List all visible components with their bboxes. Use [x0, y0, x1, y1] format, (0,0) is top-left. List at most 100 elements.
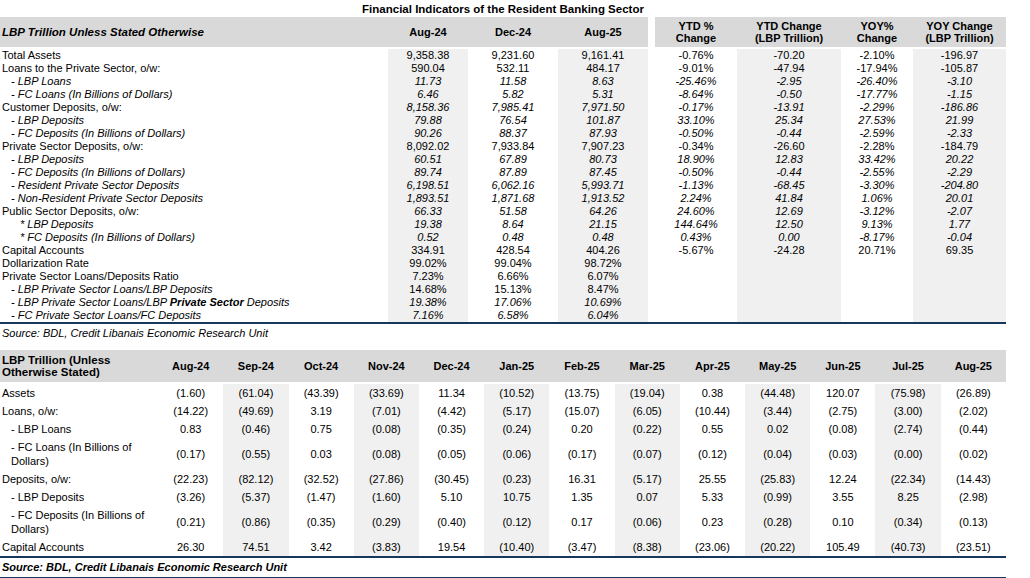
- table-cell: (44.48): [745, 383, 810, 402]
- table-cell: 27.53%: [841, 114, 913, 127]
- table-cell: 105.49: [810, 538, 875, 557]
- table-row: - LBP Deposits79.8876.54101.8733.10%25.3…: [0, 114, 1006, 127]
- table-cell: (27.86): [354, 470, 419, 488]
- row-label: - LBP Deposits: [0, 153, 388, 166]
- table-cell: 0.43%: [655, 231, 737, 244]
- table-cell: 20.22: [913, 153, 1006, 166]
- table-cell: 0.48: [558, 231, 648, 244]
- table-cell: (22.23): [158, 470, 223, 488]
- source-note-bottom: Source: BDL, Credit Libanais Economic Re…: [0, 558, 1008, 575]
- column-header: YTD Change (LBP Trillion): [737, 17, 841, 48]
- table-cell: (20.22): [745, 538, 810, 557]
- table-row: * LBP Deposits19.388.6421.15144.64%12.50…: [0, 218, 1006, 231]
- table-cell: (5.17): [484, 402, 549, 420]
- table-cell: 10.75: [484, 488, 549, 506]
- table-cell: -2.59%: [841, 127, 913, 140]
- table-cell: (0.04): [745, 438, 810, 470]
- table-cell: -186.86: [913, 101, 1006, 114]
- monthly-change-table: LBP Trillion (Unless Otherwise Stated)Au…: [0, 350, 1006, 558]
- table-cell: (0.99): [745, 488, 810, 506]
- table-cell: 484.17: [558, 62, 648, 75]
- table-cell: (3.26): [158, 488, 223, 506]
- table-row: Deposits, o/w:(22.23)(82.12)(32.52)(27.8…: [0, 470, 1006, 488]
- table-cell: 8.25: [875, 488, 940, 506]
- table-cell: 1,913.52: [558, 192, 648, 205]
- table-cell: 20.01: [913, 192, 1006, 205]
- row-label: Loans, o/w:: [0, 402, 158, 420]
- table-cell: -0.50: [737, 88, 841, 101]
- table-cell: -105.87: [913, 62, 1006, 75]
- table-cell: 9,231.60: [468, 48, 558, 62]
- table-cell: 90.26: [388, 127, 468, 140]
- table-cell: -3.12%: [841, 205, 913, 218]
- table-row: - FC Loans (In Billions of Dollars)(0.17…: [0, 438, 1006, 470]
- table-cell: [913, 309, 1006, 323]
- table-cell: (0.03): [810, 438, 875, 470]
- table-cell: (0.12): [484, 506, 549, 538]
- row-label: Private Sector Loans/Deposits Ratio: [0, 270, 388, 283]
- column-header: Jan-25: [484, 350, 549, 383]
- report-page: Financial Indicators of the Resident Ban…: [0, 0, 1030, 578]
- column-gap: [648, 101, 655, 114]
- table-cell: 21.15: [558, 218, 648, 231]
- table-cell: 334.91: [388, 244, 468, 257]
- row-label: - Resident Private Sector Deposits: [0, 179, 388, 192]
- table-cell: 19.38: [388, 218, 468, 231]
- column-gap: [648, 127, 655, 140]
- table-cell: [841, 309, 913, 323]
- table-cell: 6.04%: [558, 309, 648, 323]
- column-header: Dec-24: [419, 350, 484, 383]
- table-cell: 404.26: [558, 244, 648, 257]
- table-row: - FC Private Sector Loans/FC Deposits7.1…: [0, 309, 1006, 323]
- table-cell: 8.63: [558, 75, 648, 88]
- table-cell: 9,161.41: [558, 48, 648, 62]
- table-cell: 8.64: [468, 218, 558, 231]
- table-cell: (5.37): [223, 488, 288, 506]
- table-cell: 7,985.41: [468, 101, 558, 114]
- table-cell: -2.55%: [841, 166, 913, 179]
- table-cell: 19.38%: [388, 296, 468, 309]
- table-row: Assets(1.60)(61.04)(43.39)(33.69)11.34(1…: [0, 383, 1006, 402]
- table-header-label: LBP Trillion (Unless Otherwise Stated): [0, 350, 158, 383]
- table-row: - LBP Loans11.7311.588.63-25.46%-2.95-26…: [0, 75, 1006, 88]
- table-cell: 69.35: [913, 244, 1006, 257]
- table-cell: [655, 309, 737, 323]
- table-cell: 5.33: [680, 488, 745, 506]
- table-cell: -24.28: [737, 244, 841, 257]
- table-cell: 590.04: [388, 62, 468, 75]
- row-label: - LBP Private Sector Loans/LBP Deposits: [0, 283, 388, 296]
- table-cell: [737, 257, 841, 270]
- table-cell: (0.34): [875, 506, 940, 538]
- table-cell: -17.94%: [841, 62, 913, 75]
- table-cell: 18.90%: [655, 153, 737, 166]
- table-cell: -0.44: [737, 127, 841, 140]
- table-cell: 7,933.84: [468, 140, 558, 153]
- table-row: - FC Deposits (In Billions of Dollars)89…: [0, 166, 1006, 179]
- table-row: - FC Deposits (In Billions of Dollars)90…: [0, 127, 1006, 140]
- table-cell: 51.58: [468, 205, 558, 218]
- table-cell: -0.76%: [655, 48, 737, 62]
- table-cell: -184.79: [913, 140, 1006, 153]
- table-cell: -26.40%: [841, 75, 913, 88]
- table-cell: (10.40): [484, 538, 549, 557]
- column-gap: [648, 309, 655, 323]
- table-cell: [913, 270, 1006, 283]
- table-cell: [737, 283, 841, 296]
- table-row: Private Sector Loans/Deposits Ratio7.23%…: [0, 270, 1006, 283]
- table-cell: 87.93: [558, 127, 648, 140]
- row-label: - LBP Private Sector Loans/LBP Private S…: [0, 296, 388, 309]
- table-cell: (0.24): [484, 420, 549, 438]
- table-cell: (23.51): [941, 538, 1006, 557]
- table-cell: (33.69): [354, 383, 419, 402]
- table-cell: [841, 296, 913, 309]
- table-row: - FC Deposits (In Billions of Dollars)(0…: [0, 506, 1006, 538]
- row-label: Deposits, o/w:: [0, 470, 158, 488]
- table-cell: -204.80: [913, 179, 1006, 192]
- table-cell: (0.21): [158, 506, 223, 538]
- row-label: Capital Accounts: [0, 538, 158, 557]
- table-cell: 6.66%: [468, 270, 558, 283]
- table-cell: [737, 296, 841, 309]
- table-cell: 12.69: [737, 205, 841, 218]
- table-cell: (23.06): [680, 538, 745, 557]
- table-cell: 12.83: [737, 153, 841, 166]
